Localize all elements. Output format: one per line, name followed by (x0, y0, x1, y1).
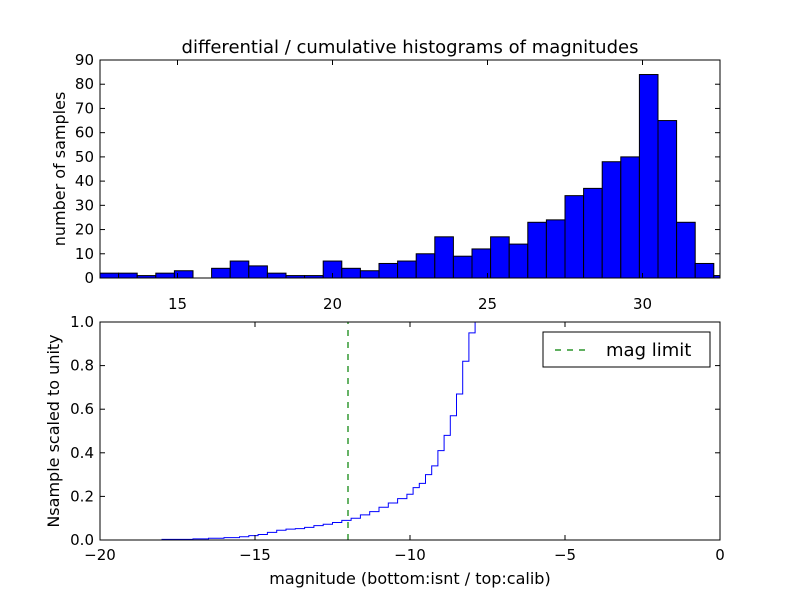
histogram-bar-25 (564, 195, 585, 279)
bottom-xtick-label-2: −10 (394, 546, 426, 564)
bottom-plot-frame (99, 321, 721, 541)
bottom-xtick-label-3: −5 (554, 546, 576, 564)
histogram-bar-18 (434, 236, 454, 279)
histogram-bar-31 (676, 221, 696, 279)
legend-label-mag-limit: mag limit (606, 340, 691, 361)
histogram-bar-23 (527, 221, 547, 279)
histogram-bar-13 (341, 267, 361, 279)
top-ytick-label-1: 10 (75, 245, 94, 263)
top-ytick-label-0: 0 (84, 269, 94, 287)
histogram-bar-7 (229, 260, 250, 279)
top-ytick-label-4: 40 (75, 172, 94, 190)
bottom-ytick-label-1: 0.2 (70, 487, 94, 505)
top-axis-ticks: 0 10 20 30 40 50 60 70 80 90 15 20 25 30 (75, 51, 720, 313)
top-chart-title: differential / cumulative histograms of … (182, 37, 639, 58)
top-histogram-panel: differential / cumulative histograms of … (50, 37, 721, 313)
top-xtick-label-0: 15 (168, 295, 187, 313)
histogram-bar-29 (638, 74, 659, 279)
histogram-bar-3 (155, 272, 175, 279)
bottom-ytick-label-5: 1.0 (70, 313, 94, 331)
bottom-ytick-label-3: 0.6 (70, 400, 94, 418)
cumulative-step-line (100, 321, 488, 541)
bottom-xtick-label-0: −20 (84, 546, 116, 564)
top-ytick-label-2: 20 (75, 221, 94, 239)
top-ytick-label-8: 80 (75, 75, 94, 93)
histogram-bar-17 (415, 253, 436, 279)
top-ytick-label-3: 30 (75, 196, 94, 214)
histogram-bar-32 (694, 262, 715, 279)
top-plot-frame (99, 59, 721, 279)
histogram-bar-6 (211, 267, 231, 279)
bottom-x-axis-label: magnitude (bottom:isnt / top:calib) (269, 569, 550, 588)
histogram-bar-8 (248, 265, 268, 279)
top-xtick-label-3: 30 (633, 295, 652, 313)
top-histogram-bars (99, 74, 721, 279)
histogram-bar-15 (378, 262, 399, 279)
bottom-ytick-label-2: 0.4 (70, 444, 94, 462)
bottom-ytick-label-4: 0.8 (70, 357, 94, 375)
histogram-bar-0 (99, 272, 120, 279)
histogram-bar-22 (508, 243, 529, 279)
histogram-bar-30 (657, 120, 678, 279)
bottom-y-axis-label: Nsample scaled to unity (44, 334, 63, 527)
bottom-xtick-label-4: 0 (715, 546, 725, 564)
top-ytick-label-6: 60 (75, 124, 94, 142)
histogram-bar-26 (583, 187, 603, 279)
legend: mag limit (542, 331, 711, 368)
histogram-bar-21 (490, 236, 510, 279)
histogram-bar-27 (601, 161, 622, 279)
top-ytick-label-9: 90 (75, 51, 94, 69)
top-ytick-label-7: 70 (75, 99, 94, 117)
histogram-bar-9 (266, 272, 287, 279)
bottom-cumulative-panel: 0.0 0.2 0.4 0.6 0.8 1.0 −20 −15 −10 −5 0 magnitude… (44, 313, 725, 588)
top-y-axis-label: number of samples (50, 92, 69, 247)
histogram-bar-16 (397, 260, 417, 279)
top-xtick-label-1: 20 (323, 295, 342, 313)
top-ytick-label-5: 50 (75, 148, 94, 166)
histogram-bar-1 (118, 272, 138, 279)
bottom-xtick-label-1: −15 (239, 546, 271, 564)
histogram-bar-14 (359, 270, 380, 279)
bottom-plot-lines (100, 321, 488, 541)
bottom-ytick-label-0: 0.0 (70, 531, 94, 549)
top-xtick-label-2: 25 (478, 295, 497, 313)
histogram-bar-24 (545, 219, 566, 279)
histogram-bar-28 (620, 156, 640, 279)
histogram-bar-19 (452, 255, 473, 279)
